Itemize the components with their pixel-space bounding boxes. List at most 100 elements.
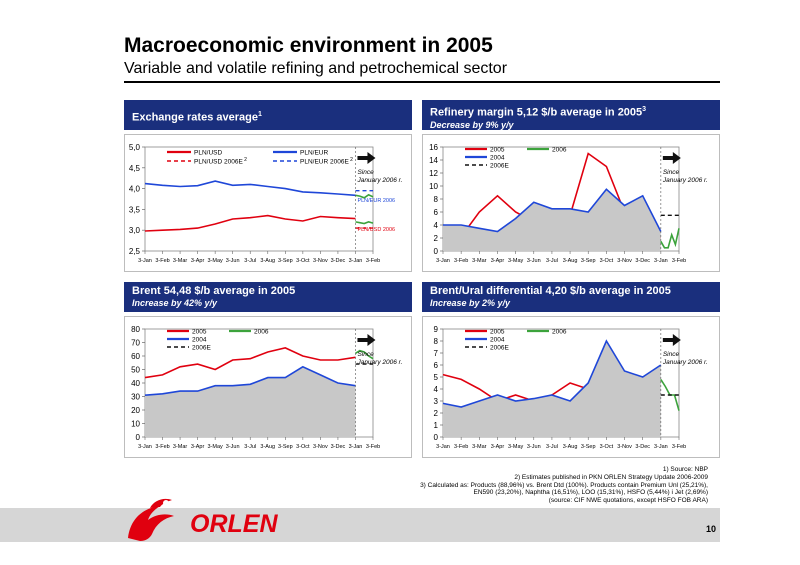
fx-x-tick-label: 3-Aug <box>260 258 275 264</box>
diff-x-tick-label: 3-Jun <box>527 444 541 450</box>
fx-since-label: Since <box>357 169 374 176</box>
diff-y-tick-label: 6 <box>434 361 439 370</box>
margin-x-tick-label: 3-Oct <box>600 258 614 264</box>
diff-x-tick-label: 3-Dec <box>635 444 650 450</box>
brent-series-2004 <box>144 365 356 396</box>
brent-x-tick-label: 3-Sep <box>278 444 293 450</box>
fx-x-tick-label: 3-Nov <box>313 258 328 264</box>
fx-x-tick-label: 3-Oct <box>296 258 310 264</box>
margin-y-tick-label: 16 <box>429 143 438 152</box>
fx-x-tick-label: 3-Dec <box>331 258 346 264</box>
margin-y-tick-label: 14 <box>429 156 438 165</box>
footnote-1: 1) Source: NBP <box>662 466 708 473</box>
margin-y-tick-label: 8 <box>434 195 439 204</box>
brent-x-tick-label: 3-Feb <box>155 444 169 450</box>
margin-y-tick-label: 10 <box>429 182 438 191</box>
brent-y-tick-label: 40 <box>131 379 140 388</box>
diff-series-2004-area <box>443 341 661 437</box>
margin-legend-label: 2006 <box>552 147 567 154</box>
brent-chart-panel: 0 10 20 30 40 50 60 70 80 3-Jan 3-Feb 3-Mar 3-Apr 3-M… <box>124 316 412 458</box>
title-rule <box>124 81 720 83</box>
diff-x-tick-label: 3-Jul <box>546 444 558 450</box>
fx-y-tick-label: 3,5 <box>129 205 141 214</box>
brent-since-arrow-icon <box>357 334 376 346</box>
diff-y-tick-label: 8 <box>434 337 439 346</box>
margin-x-tick-label: 3-Nov <box>617 258 632 264</box>
brent-since-label: Since <box>357 351 374 358</box>
diff-y-tick-label: 0 <box>434 433 439 442</box>
diff-x-tick-label: 3-Apr <box>491 444 505 450</box>
diff-x-tick-label: 3-Aug <box>563 444 578 450</box>
fx-legend-label: PLN/USD 2006E <box>194 159 243 166</box>
margin-x-tick-label: 3-May <box>508 258 524 264</box>
margin-x-tick-label: 3-Dec <box>635 258 650 264</box>
brent-series-2006 <box>355 349 374 360</box>
diff-y-tick-label: 2 <box>434 409 439 418</box>
brent-x-tick-label: 3-Jan <box>138 444 152 450</box>
fx-y-tick-label: 4,0 <box>129 185 141 194</box>
margin-header-sup: 3 <box>642 106 647 113</box>
fx-header-sup: 1 <box>257 111 262 118</box>
footer-band <box>0 508 720 542</box>
brent-y-tick-label: 0 <box>136 433 141 442</box>
brent-y-tick-label: 50 <box>131 366 140 375</box>
fx-since-arrow-icon <box>357 152 376 164</box>
fx-x-tick-label: 3-May <box>208 258 224 264</box>
fx-chart: 2,53,03,54,04,55,03-Jan 3-Feb 3-Mar 3-Apr 3-… <box>129 143 403 264</box>
diff-x-tick-label: 3-Feb <box>454 444 468 450</box>
brent-legend-label: 2006E <box>192 345 211 352</box>
diff-chart: 0 1 2 3 4 5 6 7 8 9 3-Jan 3-Feb 3-Mar 3-Apr 3-May 3-Jun… <box>434 325 708 450</box>
footnote-3: 3) Calculated as: Products (88,96%) vs. … <box>420 481 708 489</box>
fx-x-tick-label: 3-Jun <box>226 258 240 264</box>
brent-legend-label: 2004 <box>192 337 207 344</box>
page-subtitle: Variable and volatile refining and petro… <box>124 60 508 77</box>
margin-header-sub: Decrease by 9% y/y <box>430 119 514 130</box>
margin-since-arrow-icon <box>662 152 681 164</box>
fx-y-tick-label: 3,0 <box>129 226 141 235</box>
margin-x-tick-label: 3-Jan <box>654 258 668 264</box>
fx-panel-header: Exchange rates average1 <box>124 100 412 130</box>
diff-y-tick-label: 5 <box>434 373 439 382</box>
fx-legend-label: PLN/EUR <box>300 150 328 157</box>
margin-header-title: Refinery margin 5,12 $/b average in 2005 <box>430 106 643 119</box>
margin-x-tick-label: 3-Feb <box>672 258 686 264</box>
brent-x-tick-label: 3-Jul <box>244 444 256 450</box>
margin-x-tick-label: 3-Aug <box>563 258 578 264</box>
margin-y-tick-label: 4 <box>434 221 439 230</box>
diff-y-tick-label: 1 <box>434 421 439 430</box>
footnotes: 1) Source: NBP 2) Estimates published in… <box>420 466 708 505</box>
brent-legend-label: 2006 <box>254 329 269 336</box>
brent-y-tick-label: 30 <box>131 393 140 402</box>
brent-since-date-label: January 2006 r. <box>356 359 402 366</box>
fx-x-tick-label: 3-Feb <box>155 258 169 264</box>
diff-legend-label: 2006E <box>490 345 509 352</box>
fx-legend-label: PLN/EUR 2006E <box>300 159 349 166</box>
margin-series-2004 <box>443 188 662 233</box>
fx-x-tick-label: 3-Mar <box>173 258 188 264</box>
fx-x-tick-label: 3-Feb <box>366 258 380 264</box>
page-title: Macroeconomic environment in 2005 <box>124 34 493 57</box>
margin-y-tick-label: 2 <box>434 234 439 243</box>
margin-y-tick-label: 0 <box>434 247 439 256</box>
fx-legend-label: PLN/USD <box>194 150 222 157</box>
brent-x-tick-label: 3-Feb <box>366 444 380 450</box>
fx-x-tick-label: 3-Apr <box>191 258 205 264</box>
brent-series-2005 <box>144 347 356 379</box>
diff-legend-label: 2004 <box>490 337 505 344</box>
fx-plot-frame <box>144 146 374 252</box>
brent-x-tick-label: 3-Jan <box>349 444 363 450</box>
fx-chart-panel: 2,5 3,0 3,5 4,0 4,5 5,0 3-Jan 3-Feb 3-Mar 3-Apr 3-… <box>124 134 412 272</box>
brent-y-tick-label: 10 <box>131 420 140 429</box>
diff-y-tick-label: 3 <box>434 397 439 406</box>
eagle-icon <box>128 498 174 541</box>
margin-x-tick-label: 3-Jun <box>527 258 541 264</box>
diff-since-label: Since <box>663 351 680 358</box>
footnote-2: 2) Estimates published in PKN ORLEN Stra… <box>514 473 708 481</box>
fx-x-tick-label: 3-Jan <box>138 258 152 264</box>
brent-header-title: Brent 54,48 $/b average in 2005 <box>132 285 296 297</box>
margin-chart-panel: 0 2 4 6 8 10 12 14 16 3-Jan 3-Feb 3-Mar 3-Apr 3-May 3-… <box>422 134 720 272</box>
margin-x-tick-label: 3-Jul <box>546 258 558 264</box>
fx-end-label-eur: PLN/EUR 2006 <box>357 198 395 204</box>
